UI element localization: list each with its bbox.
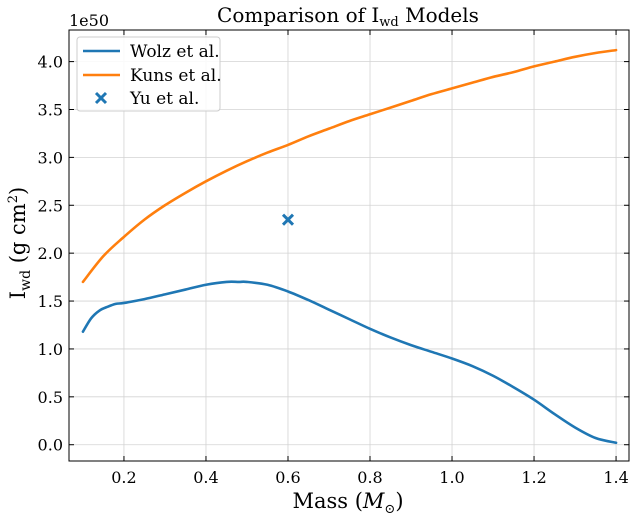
- y-axis-label-rest: (g cm: [6, 203, 30, 270]
- grid: [69, 30, 630, 461]
- x-axis-label-math: M: [362, 489, 385, 513]
- scatter-point: [281, 213, 295, 226]
- y-axis-label: Iwd (g cm2): [6, 187, 34, 299]
- x-tick-label: 1.2: [521, 468, 546, 487]
- plot-frame: [68, 29, 630, 462]
- legend-label-yu: Yu et al.: [129, 89, 199, 109]
- y-tick-label: 2.0: [38, 244, 63, 263]
- legend: Wolz et al. Kuns et al. Yu et al.: [76, 36, 222, 112]
- legend-box: [76, 36, 221, 112]
- y-tick-label: 0.0: [38, 436, 63, 455]
- x-tick-label: 1.4: [603, 468, 628, 487]
- x-tick-label: 0.8: [357, 468, 382, 487]
- y-tick-label: 2.5: [38, 196, 63, 215]
- x-axis-label: Mass (M⊙): [292, 489, 403, 517]
- series-line-0: [81, 280, 618, 445]
- y-tick-label: 0.5: [38, 388, 63, 407]
- chart-title-prefix: Comparison of I: [217, 3, 379, 27]
- y-tick-label: 3.0: [38, 148, 63, 167]
- y-tick-label: 4.0: [38, 53, 63, 72]
- x-tick-label: 0.4: [193, 468, 218, 487]
- y-axis-label-main: I: [6, 291, 30, 299]
- chart-title-suffix: Models: [399, 3, 479, 27]
- y-offset-label: 1e50: [69, 11, 109, 30]
- y-tick-label: 1.0: [38, 340, 63, 359]
- legend-marker-yu: [94, 91, 108, 105]
- legend-label-kuns: Kuns et al.: [130, 66, 222, 86]
- series-line-1: [81, 48, 618, 284]
- y-axis-label-close: ): [6, 187, 30, 195]
- chart-title-subscript: wd: [379, 15, 398, 30]
- y-tick-label: 3.5: [38, 100, 63, 119]
- x-tick-label: 0.2: [111, 468, 136, 487]
- y-axis-label-subscript: wd: [18, 270, 34, 291]
- chart-title: Comparison of Iwd Models: [217, 3, 479, 30]
- legend-label-wolz: Wolz et al.: [130, 42, 220, 62]
- y-axis-label-superscript: 2: [6, 195, 21, 203]
- x-axis-label-close: ): [395, 489, 403, 513]
- ticks: 0.2 0.4 0.6 0.8 1.0 1.2 1.4 0.0 0.5 1.0 1.5 2.0 2.5 3…: [38, 30, 629, 487]
- series-layer: [81, 48, 618, 445]
- x-tick-label: 0.6: [275, 468, 300, 487]
- x-tick-label: 1.0: [439, 468, 464, 487]
- x-axis-label-subscript: ⊙: [384, 502, 395, 517]
- y-tick-label: 1.5: [38, 292, 63, 311]
- x-axis-label-text: Mass (: [292, 489, 362, 513]
